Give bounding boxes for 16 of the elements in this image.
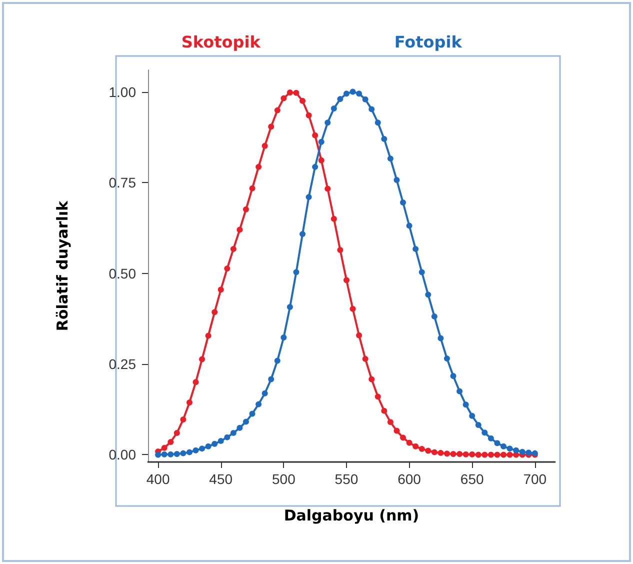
x-tick-label: 450 [209,471,233,487]
y-tick-label: 1.00 [108,84,136,100]
y-axis-title: Rölatif duyarlık [54,200,72,332]
x-tick-label: 650 [460,471,484,487]
text: Fotopik [394,32,462,52]
y-tick-label: 0.00 [108,446,136,463]
y-tick-label: 0.25 [108,356,136,372]
x-tick-label: 700 [523,471,547,487]
x-tick-label: 600 [398,471,422,487]
text: Skotopik [181,32,261,52]
y-tick-label: 0.75 [108,174,136,191]
x-tick-label: 400 [146,471,170,487]
x-tick-label: 550 [334,471,358,487]
x-tick-label: 500 [272,471,296,487]
y-tick-label: 0.50 [108,265,136,282]
x-axis-title: Dalgaboyu (nm) [284,506,420,524]
